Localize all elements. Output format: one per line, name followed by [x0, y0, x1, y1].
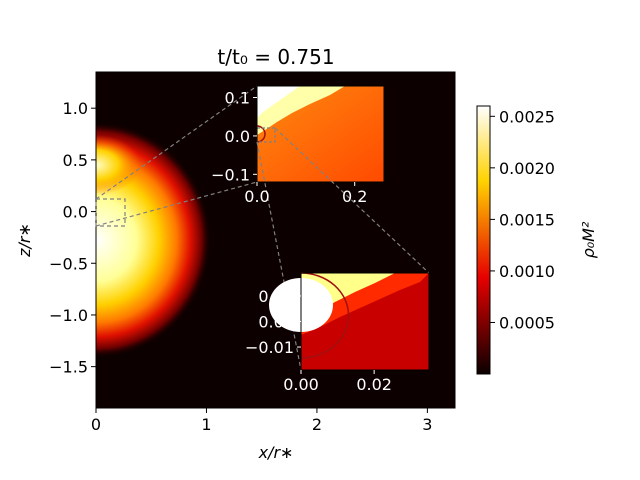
- density-lobe: [96, 135, 141, 195]
- colorbar-tick-label: 0.0025: [499, 107, 555, 126]
- inset-x-tick-label: 0.00: [283, 375, 319, 394]
- chart-title: t/t₀ = 0.751: [217, 45, 334, 69]
- zoom-connector: [256, 141, 302, 371]
- y-tick-label: −0.5: [49, 254, 88, 273]
- inset-y-tick-label: 0.01: [258, 287, 294, 306]
- colorbar-tick-label: 0.0010: [499, 262, 555, 281]
- zoom-box-main: [95, 198, 126, 227]
- inset-1-frame: [256, 85, 385, 183]
- y-tick-label: 0.5: [63, 151, 88, 170]
- inset-2-circle: [300, 272, 350, 359]
- colorbar: [476, 105, 491, 375]
- inset-y-tick-label: 0.00: [258, 313, 294, 332]
- inset-x-tick-label: 0.02: [356, 375, 392, 394]
- x-tick-label: 3: [422, 415, 432, 434]
- zoom-connector: [274, 127, 430, 274]
- y-axis-label: z/r∗: [15, 223, 34, 258]
- inset-y-tick-label: 0.0: [225, 127, 250, 146]
- inset-x-tick-label: 0.2: [342, 187, 367, 206]
- inset-2: [269, 272, 430, 371]
- inset-y-tick-label: 0.1: [225, 89, 250, 108]
- inset-y-tick-label: −0.01: [245, 338, 294, 357]
- x-tick-label: 2: [312, 415, 322, 434]
- inset-1-cap: [257, 86, 300, 118]
- x-tick-label: 0: [91, 415, 101, 434]
- colorbar-tick-label: 0.0015: [499, 210, 555, 229]
- colorbar-tick-label: 0.0005: [499, 313, 555, 332]
- colorbar-label: ρ₀M²: [579, 221, 598, 258]
- plot-frame: [95, 71, 456, 409]
- y-tick-label: −1.0: [49, 306, 88, 325]
- zoom-connector: [95, 85, 258, 200]
- y-tick-label: 1.0: [63, 99, 88, 118]
- inset-2-bright-region: [301, 273, 395, 322]
- colorbar-gradient: [476, 105, 491, 375]
- x-tick-label: 1: [201, 415, 211, 434]
- colorbar-tick-label: 0.0020: [499, 159, 555, 178]
- inset-y-tick-label: −0.1: [211, 165, 250, 184]
- y-tick-label: −1.5: [49, 358, 88, 377]
- x-axis-label: x/r∗: [258, 443, 294, 462]
- y-tick-label: 0.0: [63, 203, 88, 222]
- tick-layer: 0 1 2 3 1.0 0.5 0.0 −0.5 −1.0 −1.5 0.0 0.2 0.1 0.0 −0.…: [49, 89, 555, 434]
- inset-x-tick-label: 0.0: [244, 187, 269, 206]
- inset-1: [256, 85, 385, 183]
